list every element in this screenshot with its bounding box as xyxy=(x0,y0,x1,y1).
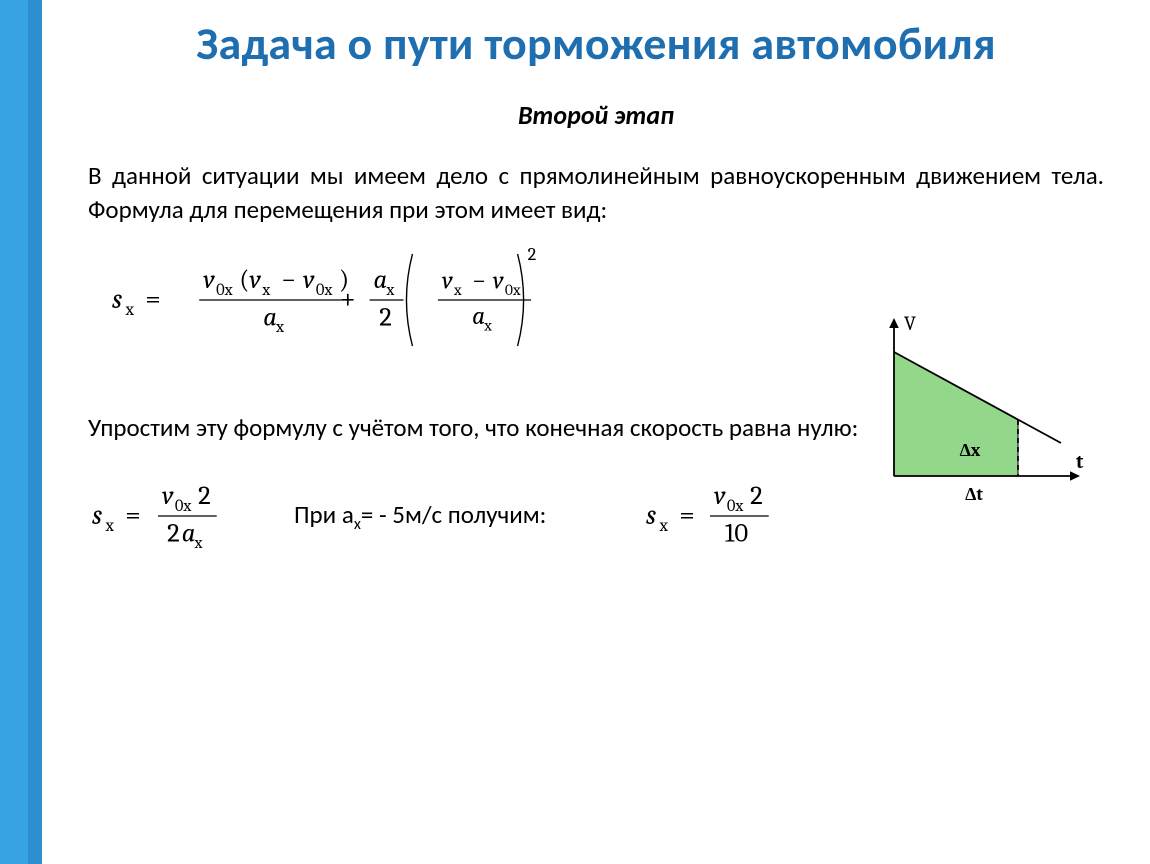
svg-text:x: x xyxy=(385,281,394,300)
svg-text:−: − xyxy=(472,267,486,296)
svg-text:a: a xyxy=(263,301,277,332)
condition-prefix: При a xyxy=(294,499,354,530)
svg-text:2: 2 xyxy=(750,480,763,511)
svg-text:a: a xyxy=(374,264,388,295)
slide-content: Задача о пути торможения автомобиля Втор… xyxy=(42,0,1150,864)
svg-text:x: x xyxy=(261,281,270,300)
svg-text:2: 2 xyxy=(379,301,392,332)
svg-text:x: x xyxy=(483,316,492,334)
svg-text:−: − xyxy=(281,264,296,295)
svg-text:Δt: Δt xyxy=(965,484,983,505)
condition-text: При ax= - 5м/с получим: xyxy=(294,499,546,534)
svg-text:(: ( xyxy=(239,264,249,295)
svg-text:v: v xyxy=(162,480,174,511)
svg-text:Δx: Δx xyxy=(960,440,981,461)
sidebar-band-inner xyxy=(28,0,42,864)
svg-text:x: x xyxy=(659,517,669,537)
svg-text:2: 2 xyxy=(528,244,537,265)
condition-suffix: = - 5м/с получим: xyxy=(361,499,547,530)
svg-text:V: V xyxy=(904,312,916,335)
svg-text:s: s xyxy=(646,499,656,531)
svg-text:a: a xyxy=(472,302,485,331)
svg-text:2: 2 xyxy=(167,518,180,549)
svg-text:s: s xyxy=(92,499,102,531)
formula-simplified: sx=v0x22ax xyxy=(88,469,258,564)
svg-text:x: x xyxy=(125,300,135,320)
svg-text:v: v xyxy=(493,267,504,296)
svg-text:x: x xyxy=(453,281,462,299)
svg-text:s: s xyxy=(112,283,122,315)
svg-text:t: t xyxy=(1076,450,1084,473)
svg-text:10: 10 xyxy=(725,518,749,549)
sidebar-band-outer xyxy=(0,0,28,864)
velocity-chart: Vt Δx Δt xyxy=(866,308,1096,523)
svg-text:v: v xyxy=(303,264,315,295)
svg-text:a: a xyxy=(182,518,196,549)
svg-text:=: = xyxy=(125,499,141,531)
paragraph-intro: В данной ситуации мы имеем дело с прямол… xyxy=(82,159,1110,228)
svg-text:v: v xyxy=(714,480,726,511)
svg-text:v: v xyxy=(203,264,215,295)
formula-main: sx=v0x(vx−v0x)ax+ax2vx−v0xax2 xyxy=(106,236,746,361)
svg-text:x: x xyxy=(194,535,203,554)
slide-subtitle: Второй этап xyxy=(82,99,1110,131)
svg-text:+: + xyxy=(340,283,356,315)
formula-result: sx = v0x 210 xyxy=(642,469,812,564)
svg-text:2: 2 xyxy=(198,480,211,511)
svg-text:0x: 0x xyxy=(316,281,333,300)
svg-text:x: x xyxy=(275,318,284,337)
condition-sub: x xyxy=(354,515,361,534)
slide-title: Задача о пути торможения автомобиля xyxy=(82,18,1110,71)
svg-text:0x: 0x xyxy=(505,281,521,299)
svg-text:=: = xyxy=(680,499,696,531)
svg-text:0x: 0x xyxy=(175,497,192,516)
svg-text:=: = xyxy=(145,283,161,315)
svg-text:v: v xyxy=(249,264,261,295)
svg-text:0x: 0x xyxy=(216,281,233,300)
svg-text:0x: 0x xyxy=(727,497,744,516)
svg-text:v: v xyxy=(442,267,453,296)
svg-text:x: x xyxy=(105,517,115,537)
